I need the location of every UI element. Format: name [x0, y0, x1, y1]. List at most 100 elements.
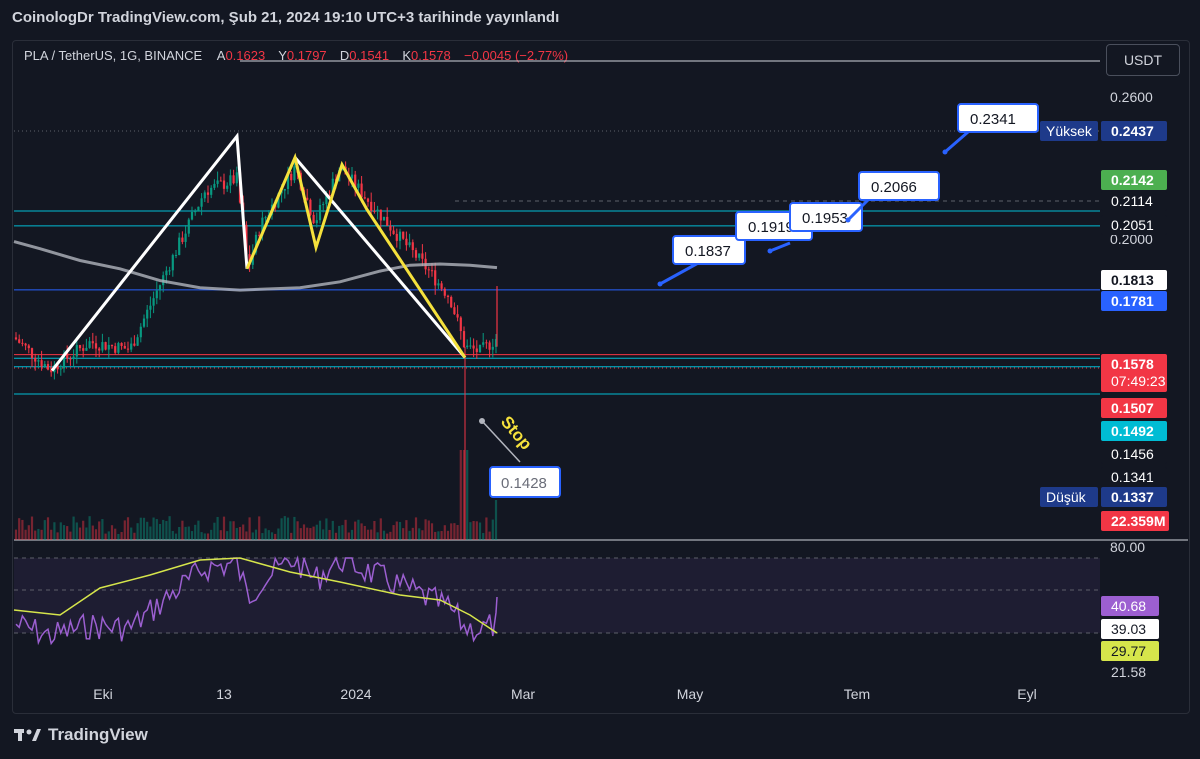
rsi-label-bg [1101, 662, 1159, 667]
target-text: 0.1919 [748, 219, 794, 236]
price-label-0.1813: 0.1813 [1101, 270, 1167, 290]
candle-body [277, 193, 280, 208]
publish-bar: CoinologDr TradingView.com, Şub 21, 2024… [0, 0, 1200, 34]
candle-body [50, 369, 53, 373]
tradingview-logo-icon [14, 729, 41, 741]
candle-body [475, 348, 478, 353]
footer-brand[interactable]: TradingView [14, 725, 148, 745]
candle-body [418, 253, 421, 258]
volume-bar [43, 520, 46, 540]
candle-body [434, 270, 437, 286]
volume-bar [114, 528, 117, 540]
rsi-tick-label: 80.00 [1110, 539, 1145, 555]
price-label-bg [1101, 191, 1167, 211]
target-pointer [659, 260, 701, 286]
price-label-0.1781: 0.1781 [1101, 291, 1167, 311]
volume-bar [309, 528, 312, 540]
target-box [672, 235, 746, 265]
price-label-text: 0.1456 [1111, 446, 1154, 462]
price-label-bg [1101, 444, 1167, 464]
volume-bar [62, 525, 66, 540]
candle-body [395, 233, 398, 241]
candle-body [72, 356, 75, 359]
volume-bar [456, 524, 459, 540]
candle-body [331, 178, 334, 196]
candle-body [443, 288, 446, 296]
price-label-bg [1101, 354, 1167, 392]
rsi-label-text: 39.03 [1111, 621, 1146, 637]
candle-body [37, 360, 40, 362]
target-dot [845, 217, 851, 223]
volume-bar [485, 517, 488, 540]
volume-bar [146, 521, 149, 540]
volume-bar [350, 529, 354, 540]
rsi-label-text: 29.77 [1111, 643, 1146, 659]
volume-bar [171, 530, 174, 540]
candle-body [472, 345, 475, 349]
volume-bar [331, 520, 334, 540]
volume-bar [248, 517, 251, 540]
volume-bar [245, 531, 248, 540]
volume-bar [53, 522, 56, 540]
rsi-label-text: 40.68 [1111, 598, 1146, 614]
volume-bar [440, 531, 443, 540]
volume-bar [40, 529, 43, 540]
target-box [957, 103, 1039, 133]
close-label: K [402, 48, 411, 63]
rsi-ma-line [13, 557, 498, 634]
symbol-legend[interactable]: PLA / TetherUS, 1G, BINANCE A0.1623 Y0.1… [24, 48, 568, 63]
candle-body [24, 343, 27, 346]
symbol-name[interactable]: PLA / TetherUS, 1G, BINANCE [24, 48, 203, 63]
pattern-right-leg [293, 156, 467, 359]
volume-bar [405, 520, 408, 540]
volume-bar [98, 521, 101, 540]
volume-bar [235, 527, 238, 540]
volume-bar [197, 520, 200, 540]
candle-body [485, 342, 488, 344]
volume-bar [133, 532, 136, 540]
candle-body [325, 194, 328, 205]
volume-bar [469, 522, 472, 540]
x-tick-label: 13 [216, 686, 232, 702]
candle-body [91, 341, 94, 344]
volume-bar [344, 519, 347, 540]
currency-button[interactable]: USDT [1106, 44, 1180, 76]
price-label-22.359M: 22.359M [1101, 511, 1169, 531]
target-box [858, 171, 940, 201]
volume-bar [258, 516, 261, 540]
candle-body [94, 343, 98, 349]
target-callout-3: 0.1953 [789, 202, 863, 232]
chart-frame[interactable] [12, 40, 1190, 714]
target-pointer [944, 130, 969, 154]
candle-body [34, 357, 37, 362]
volume-bar [254, 529, 258, 540]
volume-bar [437, 531, 440, 540]
candle-body [181, 237, 184, 242]
stop-callout-box [489, 466, 561, 498]
volume-bar [299, 528, 302, 540]
volume-bar [334, 532, 338, 540]
price-label-bg [1101, 487, 1167, 507]
price-label-bg [1101, 421, 1167, 441]
open-value: 0.1623 [225, 48, 266, 63]
candle-body [226, 185, 229, 189]
candle-body [213, 183, 216, 188]
volume-bar [270, 532, 274, 540]
price-label-bg [1101, 121, 1167, 141]
candle-body [363, 197, 366, 199]
volume-bar [126, 517, 130, 540]
rsi-label-40.68: 40.68 [1101, 596, 1159, 616]
volume-bar [293, 516, 296, 540]
candle-body [184, 233, 187, 242]
price-prefix-text: Düşük [1046, 489, 1087, 505]
candle-body [306, 197, 309, 200]
volume-bar [30, 516, 34, 540]
target-callout-5: 0.2341 [942, 103, 1039, 155]
candle-body [379, 209, 382, 221]
volume-bar [14, 529, 18, 540]
price-label-text: 0.1341 [1111, 469, 1154, 485]
volume-bar [136, 523, 139, 540]
candle-body [21, 342, 24, 344]
price-label-bg [1101, 291, 1167, 311]
